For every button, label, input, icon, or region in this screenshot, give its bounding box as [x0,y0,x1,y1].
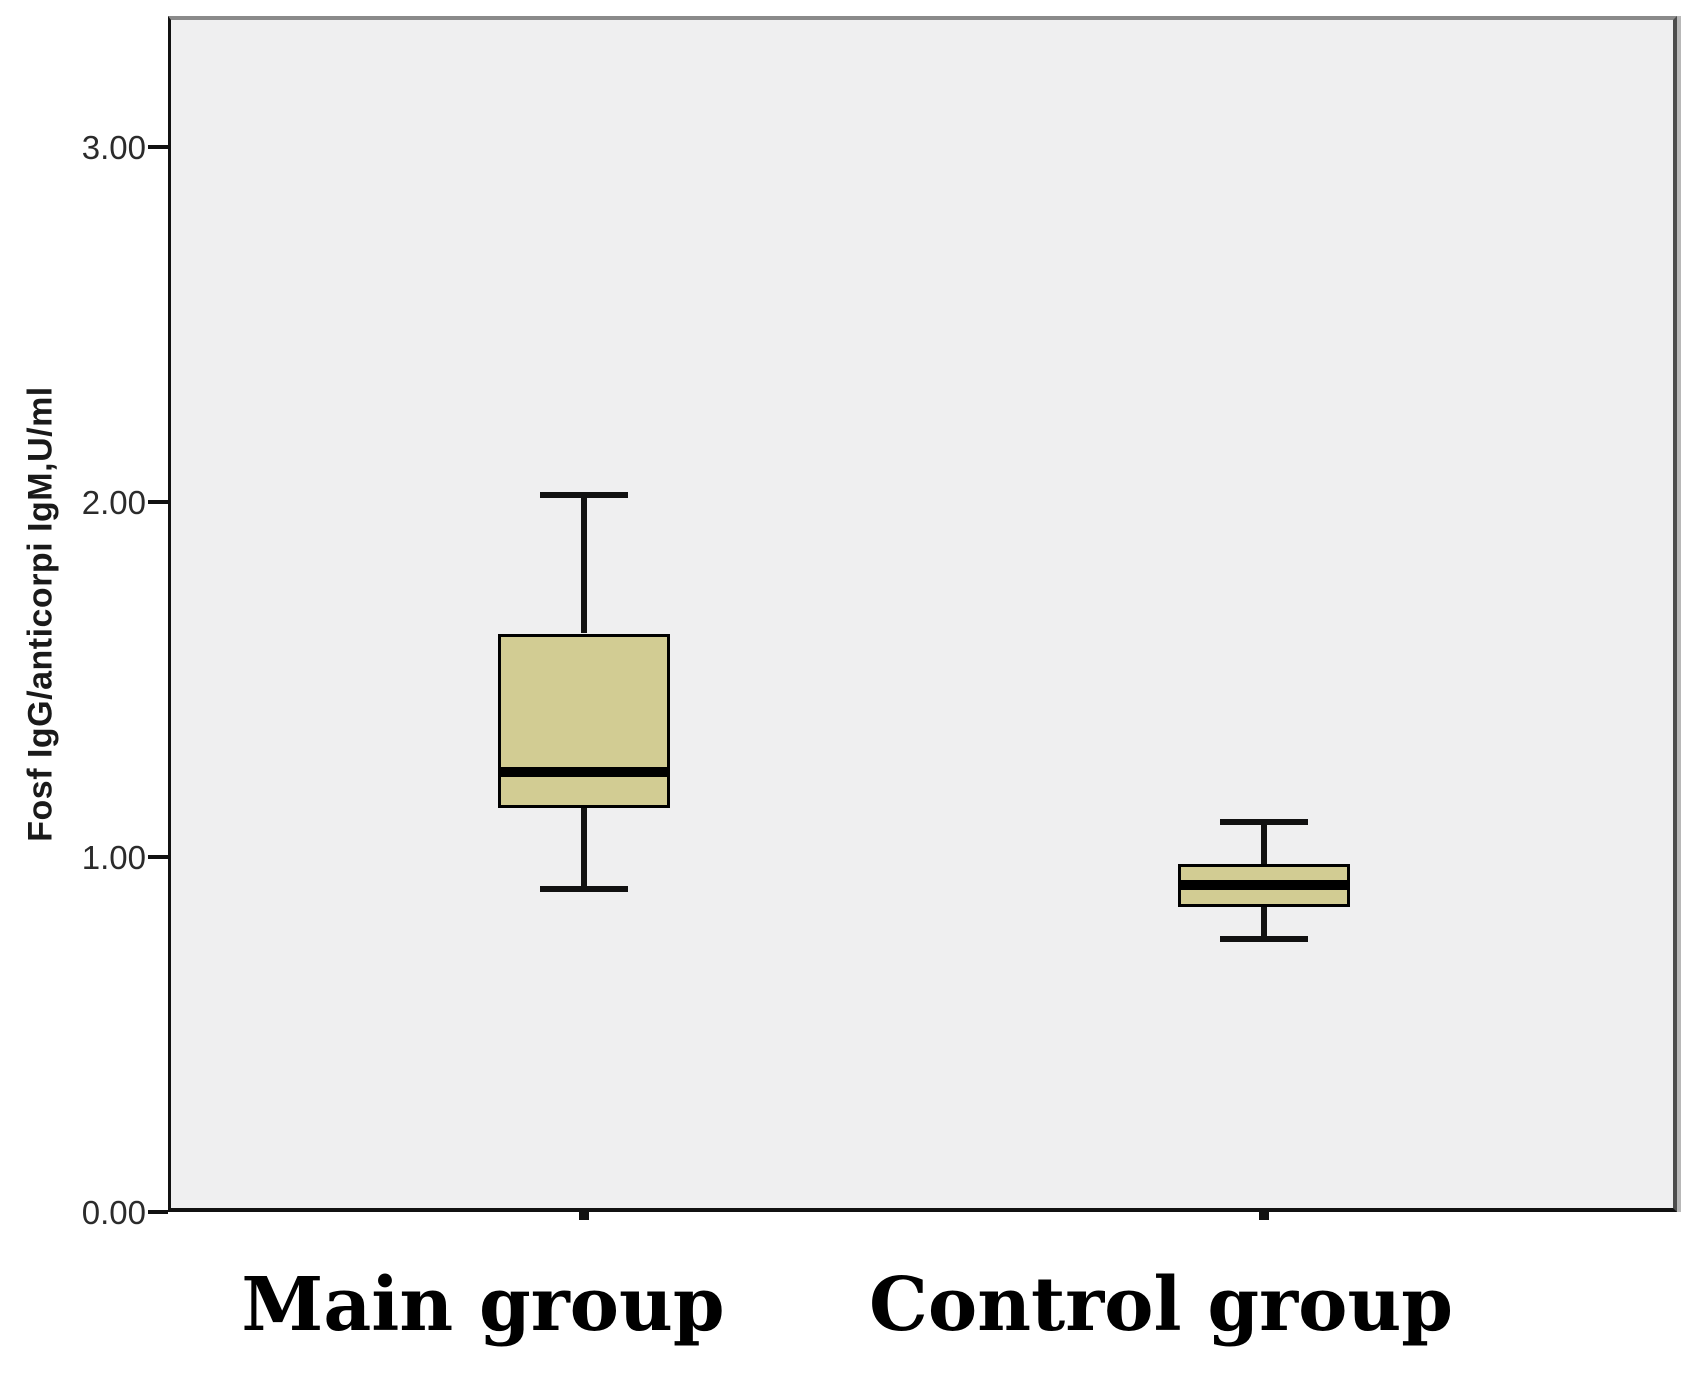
y-tick-mark [148,855,168,859]
whisker-cap-bottom-control-group [1220,936,1308,942]
median-main-group [498,767,670,777]
box-main-group [498,634,670,808]
plot-area [168,16,1677,1212]
whisker-line-bottom-control-group [1261,907,1267,939]
y-tick-mark [148,145,168,149]
whisker-cap-top-control-group [1220,819,1308,825]
whisker-cap-bottom-main-group [540,886,628,892]
y-tick-mark [148,500,168,504]
whisker-cap-top-main-group [540,492,628,498]
x-category-label-main-group: Main group [241,1262,725,1348]
median-control-group [1178,880,1350,890]
y-tick-label: 0.00 [81,1194,146,1231]
y-tick-label: 3.00 [81,129,146,166]
whisker-line-top-control-group [1261,822,1267,865]
y-tick-mark [148,1210,168,1214]
x-category-label-control-group: Control group [868,1262,1454,1348]
y-tick-label: 2.00 [81,484,146,521]
whisker-line-top-main-group [581,495,587,633]
whisker-line-bottom-main-group [581,807,587,889]
y-tick-label: 1.00 [81,839,146,876]
x-tick-mark [579,1212,589,1220]
x-tick-mark [1259,1212,1269,1220]
